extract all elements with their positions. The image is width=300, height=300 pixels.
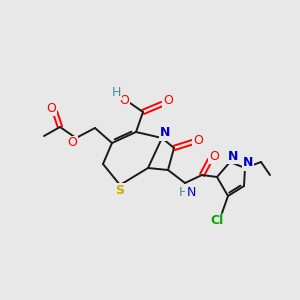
- Text: H: H: [111, 85, 121, 98]
- Text: S: S: [116, 184, 124, 196]
- Text: O: O: [193, 134, 203, 146]
- Text: N: N: [243, 157, 253, 169]
- Text: O: O: [163, 94, 173, 107]
- Text: N: N: [228, 149, 238, 163]
- Text: Cl: Cl: [210, 214, 224, 227]
- Text: O: O: [119, 94, 129, 106]
- Text: O: O: [46, 101, 56, 115]
- Text: N: N: [186, 185, 196, 199]
- Text: H: H: [178, 187, 188, 200]
- Text: O: O: [67, 136, 77, 149]
- Text: O: O: [209, 149, 219, 163]
- Text: N: N: [160, 127, 170, 140]
